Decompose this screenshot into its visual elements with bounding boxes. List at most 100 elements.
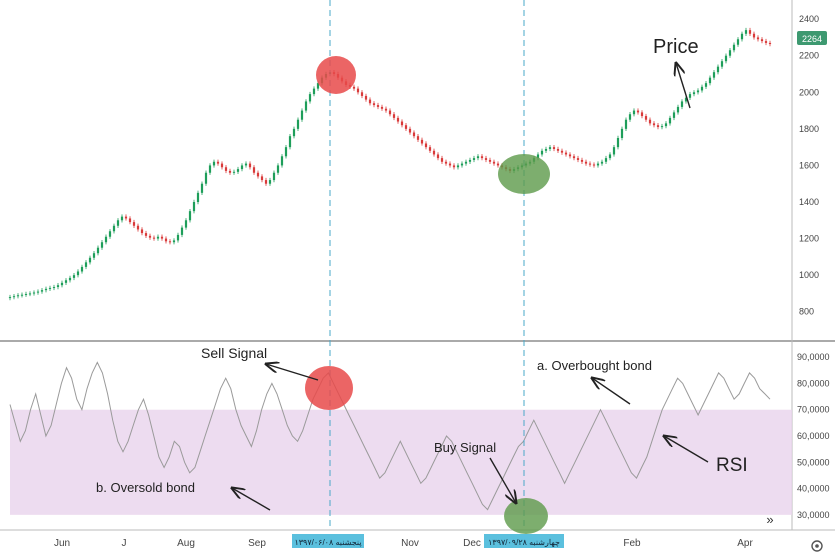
sell-signal-label: Sell Signal	[201, 345, 267, 361]
candle-body	[208, 165, 212, 173]
candle-body	[676, 106, 680, 113]
candle-body	[452, 165, 456, 168]
candle-body	[556, 148, 560, 151]
candle-body	[648, 119, 652, 124]
candle-body	[408, 128, 412, 133]
candle-body	[112, 225, 116, 232]
buy-circle-rsi	[504, 498, 548, 534]
candle-body	[552, 147, 556, 149]
last-price-value: 2264	[802, 34, 822, 44]
candle-body	[744, 30, 748, 34]
candle-body	[80, 266, 84, 272]
candle-body	[588, 163, 592, 165]
candle-body	[28, 293, 32, 295]
x-tick-label: Jun	[54, 538, 70, 549]
candle-body	[380, 106, 384, 109]
candle-body	[464, 161, 468, 164]
candle-body	[168, 241, 172, 243]
sell-circle-price	[316, 56, 356, 94]
candle-body	[216, 161, 220, 164]
candle-body	[212, 161, 216, 166]
candle-body	[372, 103, 376, 106]
price-tick-label: 800	[799, 307, 814, 317]
candle-body	[672, 112, 676, 118]
candle-body	[540, 150, 544, 155]
candle-body	[68, 277, 72, 281]
candle-body	[72, 275, 76, 278]
candle-body	[76, 271, 80, 276]
candle-body	[400, 121, 404, 126]
candle-body	[412, 132, 416, 137]
candle-body	[300, 110, 304, 120]
candle-body	[448, 163, 452, 166]
candle-body	[492, 161, 496, 164]
candle-body	[40, 290, 44, 292]
candle-body	[680, 101, 684, 107]
candle-body	[12, 296, 16, 298]
candle-body	[296, 119, 300, 129]
candle-body	[704, 83, 708, 87]
candle-body	[388, 110, 392, 115]
candle-body	[156, 236, 160, 239]
rsi-tick-label: 50,0000	[797, 457, 830, 467]
x-tick-label: Sep	[248, 538, 266, 549]
candle-body	[604, 158, 608, 162]
price-candles	[8, 27, 772, 301]
candle-body	[196, 192, 200, 202]
candle-body	[20, 294, 24, 296]
scroll-right-icon[interactable]: »	[766, 512, 773, 527]
candle-body	[424, 143, 428, 148]
candle-body	[700, 86, 704, 91]
candle-body	[740, 33, 744, 40]
candle-body	[580, 159, 584, 162]
candle-body	[384, 108, 388, 111]
candle-body	[724, 55, 728, 62]
x-axis-labels: Jun J Aug Sep Nov Dec Feb Apr	[54, 538, 754, 549]
candle-body	[600, 161, 604, 164]
settings-gear-icon[interactable]	[811, 540, 823, 552]
candle-body	[420, 139, 424, 144]
rsi-band	[10, 409, 792, 515]
candle-body	[164, 238, 168, 242]
candle-body	[396, 117, 400, 122]
candle-body	[692, 92, 696, 95]
overbought-arrow	[592, 378, 631, 405]
sell-circle-rsi	[305, 366, 353, 410]
rsi-tick-label: 70,0000	[797, 405, 830, 415]
candle-body	[188, 211, 192, 221]
candle-body	[8, 297, 12, 299]
candle-body	[108, 231, 112, 237]
candle-body	[632, 110, 636, 115]
price-tick-label: 1400	[799, 197, 819, 207]
candle-body	[172, 240, 176, 243]
candle-body	[624, 119, 628, 129]
oversold-label: b. Oversold bond	[96, 480, 195, 495]
candle-body	[276, 165, 280, 173]
overbought-label: a. Overbought bond	[537, 358, 652, 373]
rsi-tick-label: 30,0000	[797, 510, 830, 520]
candle-body	[192, 202, 196, 212]
candle-body	[264, 180, 268, 184]
x-tick-label: Apr	[737, 538, 753, 549]
candle-body	[16, 295, 20, 297]
candle-body	[472, 158, 476, 160]
candle-body	[368, 99, 372, 104]
candle-body	[204, 172, 208, 184]
candle-body	[152, 237, 156, 239]
candle-body	[484, 158, 488, 160]
candle-body	[116, 220, 120, 226]
candle-body	[444, 161, 448, 164]
candle-body	[560, 150, 564, 153]
candle-body	[716, 66, 720, 73]
candle-body	[668, 117, 672, 124]
buy-signal-label: Buy Signal	[434, 440, 496, 455]
price-tick-label: 2000	[799, 87, 819, 97]
candle-body	[96, 247, 100, 254]
candle-body	[32, 292, 36, 294]
candle-body	[184, 220, 188, 228]
candle-body	[652, 123, 656, 126]
candle-body	[236, 169, 240, 172]
candle-body	[628, 114, 632, 120]
candle-body	[92, 253, 96, 258]
candle-body	[732, 44, 736, 51]
